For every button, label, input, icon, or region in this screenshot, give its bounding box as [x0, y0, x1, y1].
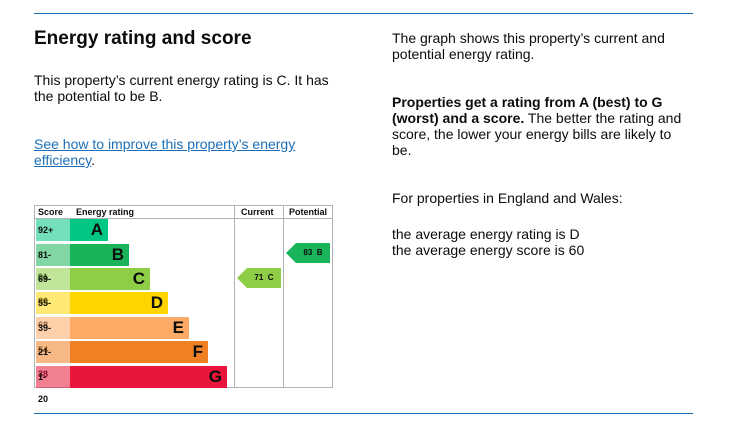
- potential-rating-indicator-shape: [286, 243, 330, 263]
- potential-rating-indicator-score: 83: [303, 248, 313, 257]
- page-title: Energy rating and score: [34, 28, 252, 49]
- current-column-header: Current: [241, 207, 274, 217]
- current-column-divider: [234, 206, 235, 387]
- top-divider: [34, 13, 693, 14]
- improve-link-container: See how to improve this property’s energ…: [34, 136, 324, 168]
- potential-column-divider: [283, 206, 284, 387]
- potential-rating-indicator-label: 83 B: [296, 243, 330, 263]
- band-range-cell: [36, 292, 70, 314]
- band-range-cell: [36, 366, 70, 388]
- rating-paragraph: This property’s current energy rating is…: [34, 72, 329, 104]
- current-rating-indicator-score: 71: [254, 273, 264, 282]
- header-divider: [35, 218, 332, 219]
- band-letter: F: [192, 342, 203, 361]
- band-letter: D: [150, 293, 163, 312]
- band-letter: A: [90, 220, 103, 239]
- energy-rating-chart: Score Energy rating Current Potential 92…: [34, 205, 333, 404]
- rating-explanation: Properties get a rating from A (best) to…: [392, 94, 692, 158]
- band-letter: C: [132, 269, 145, 288]
- band-range-label: 39-54: [38, 323, 52, 355]
- band-range-label: 55-68: [38, 298, 52, 330]
- band-range-cell: [36, 268, 70, 290]
- current-rating-indicator-letter: C: [267, 273, 274, 282]
- improve-link-suffix: .: [91, 152, 95, 168]
- band-bar: G: [70, 366, 227, 388]
- band-bar: D: [70, 292, 168, 314]
- rating-explanation-rest: The better the rating and score, the low…: [392, 110, 682, 158]
- band-range-cell: [36, 219, 70, 241]
- band-bar: F: [70, 341, 208, 363]
- current-rating-indicator: 71 C: [237, 268, 281, 288]
- band-range-label: 92+: [38, 225, 54, 235]
- improve-link[interactable]: See how to improve this property’s energ…: [34, 136, 296, 168]
- rating-explanation-bold: Properties get a rating from A (best) to…: [392, 94, 663, 126]
- band-range-cell: [36, 244, 70, 266]
- band-range-label: 81-91: [38, 250, 52, 282]
- potential-rating-indicator-letter: B: [316, 248, 323, 257]
- band-letter: B: [111, 245, 124, 264]
- band-range-label: 21-38: [38, 347, 52, 379]
- region-text: For properties in England and Wales:: [392, 190, 623, 206]
- energy-rating-column-header: Energy rating: [76, 207, 135, 217]
- band-bar: B: [70, 244, 129, 266]
- average-rating: the average energy rating is D: [392, 226, 580, 242]
- band-range-cell: [36, 317, 70, 339]
- band-range-label: 69-80: [38, 274, 52, 306]
- potential-rating-indicator: 83 B: [286, 243, 330, 263]
- bottom-divider: [34, 413, 693, 414]
- band-letter: E: [172, 318, 184, 337]
- average-score: the average energy score is 60: [392, 242, 585, 258]
- band-bar: C: [70, 268, 150, 290]
- band-range-label: 1-20: [38, 372, 49, 404]
- band-letter: G: [208, 367, 222, 386]
- potential-column-header: Potential: [289, 207, 328, 217]
- band-bar: A: [70, 219, 108, 241]
- current-rating-indicator-label: 71 C: [247, 268, 281, 288]
- band-bar: E: [70, 317, 189, 339]
- score-column-header: Score: [38, 207, 64, 217]
- current-rating-indicator-shape: [237, 268, 281, 288]
- graph-intro: The graph shows this property’s current …: [392, 30, 665, 62]
- band-range-cell: [36, 341, 70, 363]
